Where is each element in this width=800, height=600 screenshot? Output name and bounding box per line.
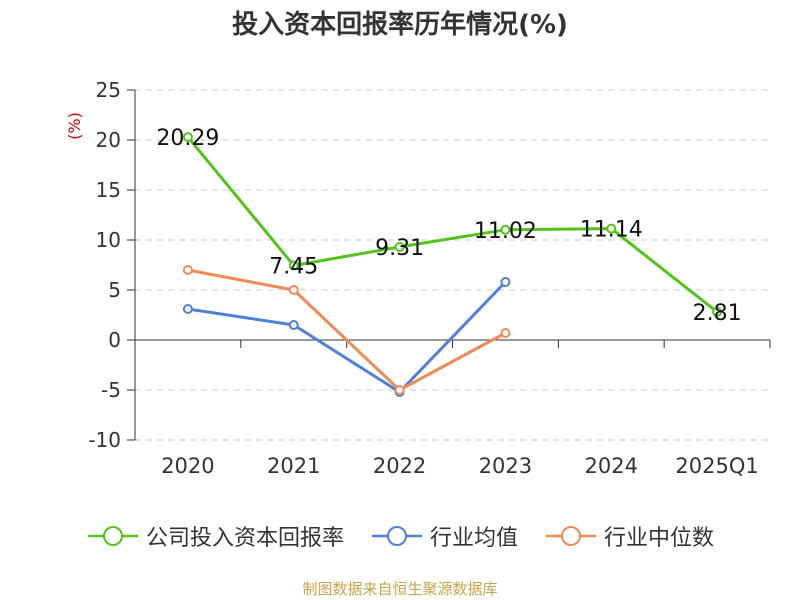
x-tick-label: 2023	[479, 454, 532, 478]
data-point	[288, 285, 299, 295]
legend-marker	[102, 526, 123, 546]
data-label: 2.81	[693, 301, 742, 326]
y-axis-label: (%)	[65, 112, 84, 140]
axis-layer: -10 -5 0 5 10 15 20 25 2020 2021 2022 2023 2024 2025Q…	[88, 78, 771, 478]
y-tick-label: 20	[96, 128, 121, 152]
data-label: 9.31	[375, 236, 424, 261]
data-point	[394, 241, 405, 252]
y-tick-label: -10	[88, 428, 121, 452]
data-point	[182, 265, 193, 275]
y-tick-label: 15	[96, 178, 121, 202]
data-point	[288, 320, 299, 330]
data-point	[288, 260, 299, 271]
y-tick-label: 0	[108, 328, 121, 352]
data-point	[500, 224, 511, 235]
legend-label: 行业中位数	[604, 526, 715, 551]
legend-item: 行业均值	[370, 520, 518, 552]
y-tick-label: 25	[96, 78, 121, 102]
x-tick-label: 2024	[585, 454, 638, 478]
data-point	[712, 306, 723, 317]
data-label: 11.14	[580, 218, 643, 243]
series-layer	[182, 132, 723, 397]
grid-layer	[135, 89, 770, 441]
data-point	[500, 328, 511, 338]
data-label: 20.29	[156, 126, 219, 151]
legend-label: 行业均值	[429, 526, 518, 551]
legend-swatch	[87, 526, 138, 546]
y-tick-label: -5	[101, 378, 121, 402]
label-layer: 20.29 7.45 9.31 11.02 11.14 2.81	[156, 126, 741, 326]
legend-marker	[386, 526, 407, 546]
data-point	[182, 132, 193, 143]
legend: 公司投入资本回报率 行业均值 行业中位数	[0, 520, 800, 552]
legend-item: 行业中位数	[544, 520, 714, 552]
chart-title: 投入资本回报率历年情况(%)	[232, 10, 568, 40]
data-point	[182, 304, 193, 314]
legend-item: 公司投入资本回报率	[86, 520, 344, 552]
x-tick-label: 2022	[373, 454, 426, 478]
y-tick-label: 5	[108, 278, 121, 302]
legend-marker	[561, 526, 581, 546]
x-tick-label: 2020	[161, 454, 214, 478]
source-note: 制图数据来自恒生聚源数据库	[302, 580, 498, 598]
legend-swatch	[546, 526, 596, 546]
y-tick-label: 10	[96, 228, 121, 252]
data-point	[606, 223, 617, 234]
legend-label: 公司投入资本回报率	[145, 526, 344, 551]
data-label: 11.02	[474, 219, 537, 244]
data-point	[500, 277, 511, 287]
x-tick-label: 2025Q1	[675, 454, 758, 478]
series-line	[187, 280, 507, 394]
data-point	[394, 385, 405, 395]
data-label: 7.45	[269, 255, 318, 280]
legend-swatch	[371, 526, 422, 546]
series-line	[186, 136, 719, 314]
series-line	[187, 268, 507, 392]
x-tick-label: 2021	[267, 454, 320, 478]
